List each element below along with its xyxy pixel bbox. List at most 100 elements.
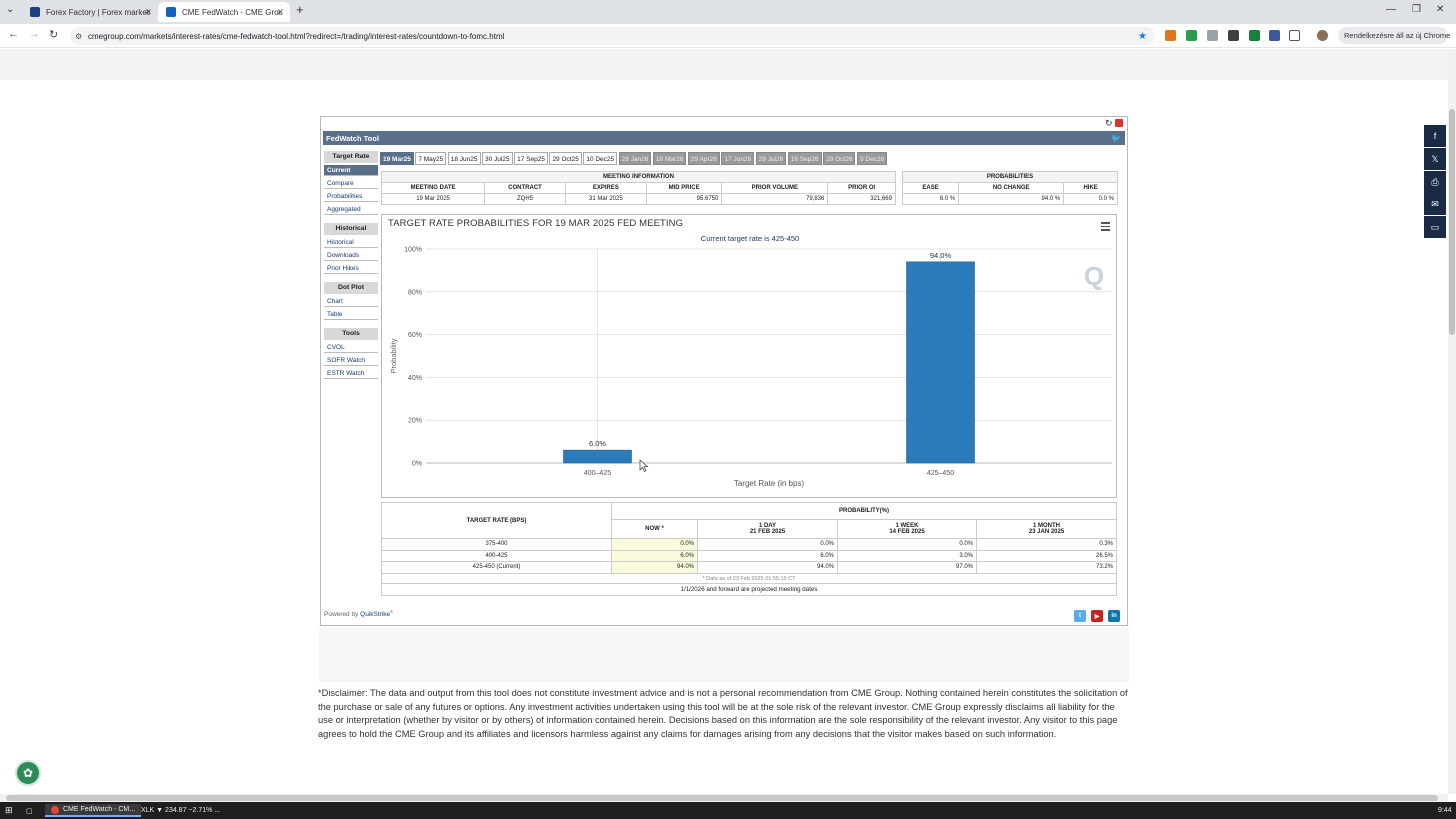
col-header-ease: EASE [901,182,960,194]
extension-icon[interactable] [1269,30,1280,41]
meeting-tab[interactable]: 17 Sep25 [514,152,548,165]
extension-icon[interactable] [1207,30,1218,41]
taskbar-item-stock[interactable]: XLK ▼ 234.87 −2.71% ... [137,804,224,817]
meeting-tab[interactable]: 19 Mar25 [380,152,414,165]
sidebar-item-compare[interactable]: Compare [324,178,378,189]
close-tab-icon[interactable]: ✕ [144,6,152,17]
sidebar-item-probabilities[interactable]: Probabilities [324,191,378,202]
cookie-settings-icon[interactable]: ✿ [15,760,41,786]
x-share-icon[interactable]: 𝕏 [1424,148,1446,170]
meeting-tab[interactable]: 29 Apr26 [687,152,720,165]
browser-toolbar: ← → ↻ ⚙ cmegroup.com/markets/interest-ra… [0,24,1456,48]
print-icon[interactable]: ⎙ [1424,171,1446,193]
tab-forex-factory[interactable]: Forex Factory | Forex markets fo ✕ [22,2,158,22]
contract-value: ZQH5 [484,193,566,205]
col-header-label: 1 MONTH [1033,522,1060,529]
extension-icon[interactable] [1186,30,1197,41]
rate-cell: 400-425 [381,549,612,562]
forward-icon[interactable]: → [29,28,40,40]
kebab-menu-icon[interactable]: ⋮ [1454,31,1456,40]
bar-400–425 [563,449,632,464]
sidebar-item-table[interactable]: Table [324,309,378,320]
facebook-share-icon[interactable]: f [1424,125,1446,147]
col-header: EXPIRES [564,182,647,194]
meeting-tab[interactable]: 28 Oct26 [823,152,856,165]
pdf-icon[interactable] [1115,119,1123,127]
sidebar-item-current[interactable]: Current [324,165,378,176]
download-extension-icon[interactable] [1249,30,1260,41]
probability-table-panel: TARGET RATE (BPS) PROBABILITY(%) NOW * 1… [381,502,1117,598]
meeting-date-tabs: 19 Mar25 7 May25 18 Jun25 30 Jul25 17 Sep25 2… [380,152,889,165]
bookmark-star-icon[interactable]: ★ [1138,30,1147,42]
restore-icon[interactable]: ❐ [1412,4,1421,15]
hike-value: 0.0 % [1063,193,1118,205]
metamask-extension-icon[interactable] [1165,30,1176,41]
col-header: MID PRICE [645,182,723,194]
vertical-scrollbar[interactable] [1448,49,1456,794]
value-cell: 3.0% [837,549,977,562]
sidebar-item-estr-watch[interactable]: ESTR Watch [324,368,378,379]
close-tab-icon[interactable]: ✕ [276,6,284,17]
tab-cme-fedwatch[interactable]: CME FedWatch - CME Group ✕ [158,2,290,22]
task-view-icon[interactable]: ▢ [26,807,33,815]
close-window-icon[interactable]: ✕ [1436,4,1445,15]
chrome-update-button[interactable]: Rendelkezésre áll az új Chrome⋮ [1338,27,1456,44]
youtube-icon[interactable]: ▶ [1091,610,1103,622]
meeting-tab[interactable]: 30 Jul25 [482,152,513,165]
scrollbar-thumb[interactable] [1449,109,1455,335]
meeting-tab[interactable]: 29 Oct25 [549,152,582,165]
mouse-cursor-icon [639,459,649,472]
linkedin-icon[interactable]: in [1108,610,1120,622]
email-share-icon[interactable]: ✉ [1424,193,1446,215]
save-share-icon[interactable]: ▭ [1424,216,1446,238]
twitter-icon[interactable]: t [1074,610,1086,622]
sidebar-item-cvol[interactable]: CVOL [324,342,378,353]
extension-icon[interactable] [1228,30,1239,41]
sidebar-item-downloads[interactable]: Downloads [324,250,378,261]
x-tick-label: 400–425 [584,470,611,477]
extensions-puzzle-icon[interactable] [1289,30,1300,41]
back-icon[interactable]: ← [8,28,19,40]
scrollbar-thumb[interactable] [6,795,1438,801]
minimize-icon[interactable]: — [1386,4,1396,15]
meeting-tab[interactable]: 28 Jan26 [618,152,652,165]
horizontal-scrollbar[interactable] [0,794,1448,802]
reload-icon[interactable]: ↻ [49,29,59,41]
mid-price-value: 95.6750 [645,193,723,205]
now-cell: 94.0% [611,561,698,574]
sidebar-item-historical[interactable]: Historical [324,237,378,248]
meeting-tab[interactable]: 17 Jun26 [721,152,755,165]
taskbar-item-chrome[interactable]: CME FedWatch - CM... [45,804,142,817]
tab-search-icon[interactable]: ⌄ [6,4,15,15]
chrome-update-label: Rendelkezésre áll az új Chrome [1344,31,1451,40]
col-header-1-day: 1 DAY 21 FEB 2025 [697,518,838,540]
meeting-tab[interactable]: 29 Jul26 [755,152,787,165]
meeting-tab[interactable]: 10 Dec25 [583,152,618,165]
meeting-tab[interactable]: 16 Sep26 [787,152,822,165]
chart-menu-icon[interactable] [1101,222,1110,233]
sidebar-item-sofr-watch[interactable]: SOFR Watch [324,355,378,366]
meeting-tab[interactable]: 18 Jun25 [447,152,481,165]
new-tab-icon[interactable]: + [296,2,304,17]
probability-group-header: PROBABILITY(%) [611,502,1117,520]
sidebar-item-chart[interactable]: Chart [324,296,378,307]
now-cell: 6.0% [611,549,698,562]
widget-title-bar: FedWatch Tool 🐦 [323,131,1125,145]
y-tick-label: 80% [408,289,422,296]
profile-avatar[interactable] [1317,30,1328,41]
windows-start-icon[interactable]: ⊞ [5,805,13,815]
twitter-bird-icon[interactable]: 🐦 [1111,133,1121,143]
sidebar-item-aggregated[interactable]: Aggregated [324,204,378,215]
sidebar-item-prior-hikes[interactable]: Prior Hikes [324,263,378,274]
meeting-tab[interactable]: 7 May25 [415,152,447,165]
address-bar[interactable]: ⚙ cmegroup.com/markets/interest-rates/cm… [70,27,1155,45]
page-header-strip [0,49,1448,80]
refresh-icon[interactable]: ↻ [1105,118,1113,128]
site-info-icon[interactable]: ⚙ [75,31,83,41]
meeting-date-value: 19 Mar 2025 [380,193,486,205]
meeting-tab[interactable]: 9 Dec26 [856,152,888,165]
probability-table: TARGET RATE (BPS) PROBABILITY(%) NOW * 1… [381,502,1117,574]
y-tick-label: 40% [408,375,422,382]
quikstrike-link[interactable]: QuikStrike [360,611,391,619]
meeting-tab[interactable]: 18 Mar26 [652,152,687,165]
